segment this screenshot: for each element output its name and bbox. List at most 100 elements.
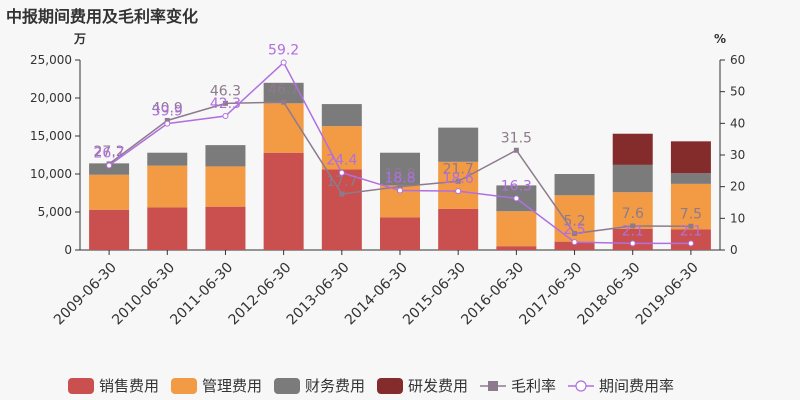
bar-segment: [670, 229, 711, 250]
bar-segment: [321, 104, 362, 127]
series-marker: [572, 231, 578, 237]
series-marker: [513, 195, 520, 202]
series-marker: [571, 239, 578, 246]
y2-tick-label: 30: [730, 148, 745, 162]
bar-segment: [380, 217, 420, 250]
left-axis-unit: 万: [73, 32, 86, 46]
series-marker: [455, 188, 462, 195]
bar-segment: [205, 145, 246, 167]
data-label: 24.4: [326, 153, 357, 169]
y2-tick-label: 40: [730, 116, 745, 130]
data-label: 18.8: [384, 167, 415, 183]
legend-swatch: [274, 378, 300, 394]
chart-title: 中报期间费用及毛利率变化: [6, 7, 199, 26]
data-label: 31.5: [501, 130, 532, 146]
bar-segment: [670, 141, 711, 174]
data-label: 27.2: [94, 144, 125, 160]
y2-tick-label: 50: [730, 85, 745, 99]
bar-segment: [380, 152, 420, 186]
bar-segment: [263, 103, 304, 153]
legend-swatch: [377, 378, 403, 394]
series-marker: [338, 169, 345, 176]
data-label: 21.7: [443, 161, 474, 177]
bar-segment: [496, 246, 537, 250]
bar-segment: [612, 164, 653, 193]
bar-segment: [147, 152, 188, 166]
data-label: 46.7: [268, 82, 299, 98]
x-tick-label: 2019-06-30: [633, 260, 702, 329]
bar-segment: [147, 165, 188, 208]
data-label: 42.3: [210, 96, 241, 112]
series-marker: [513, 147, 519, 153]
y-tick-label: 25,000: [30, 53, 72, 67]
bar-segment: [205, 206, 246, 250]
bar-segment: [438, 127, 479, 162]
y-tick-label: 0: [64, 243, 72, 257]
series-marker: [339, 191, 345, 197]
data-label: 2.1: [622, 223, 644, 239]
y-tick-label: 20,000: [30, 91, 72, 105]
data-label: 39.9: [152, 104, 183, 120]
legend-swatch: [171, 378, 197, 394]
legend-label: 管理费用: [202, 377, 262, 395]
data-label: 7.6: [622, 206, 644, 222]
bar-segment: [554, 241, 595, 250]
bar-segment: [89, 163, 130, 175]
bar-segment: [670, 173, 711, 184]
data-label: 7.5: [680, 206, 702, 222]
legend-label: 研发费用: [408, 377, 468, 395]
y-tick-label: 15,000: [30, 129, 72, 143]
legend-label: 财务费用: [305, 377, 365, 395]
right-axis-unit: %: [714, 32, 726, 46]
data-label: 46.3: [210, 83, 241, 99]
data-label: 18.6: [443, 171, 474, 187]
y2-tick-label: 60: [730, 53, 745, 67]
y-tick-label: 5,000: [38, 205, 72, 219]
series-marker: [222, 100, 228, 106]
series-marker: [629, 240, 636, 247]
legend-marker: [488, 381, 498, 391]
series-marker: [397, 187, 403, 194]
legend-swatch: [68, 378, 94, 394]
series-marker: [280, 59, 287, 66]
bar-segment: [147, 207, 188, 250]
legend-label: 毛利率: [511, 377, 556, 395]
bar-segment: [496, 211, 537, 247]
series-marker: [222, 113, 229, 120]
bar-segment: [321, 169, 362, 250]
legend-label: 销售费用: [99, 377, 159, 395]
y2-tick-label: 20: [730, 180, 745, 194]
bar-segment: [263, 152, 304, 250]
data-label: 26.7: [94, 145, 125, 161]
bar-segment: [612, 192, 653, 229]
data-label: 40.9: [152, 100, 183, 116]
data-label: 16.3: [501, 178, 532, 194]
series-marker: [164, 117, 170, 123]
bar-segment: [263, 82, 304, 104]
bar-segment: [89, 209, 130, 250]
y-tick-label: 10,000: [30, 167, 72, 181]
bar-segment: [612, 228, 653, 250]
legend-label: 期间费用率: [599, 377, 674, 395]
data-label: 18.8: [384, 170, 415, 186]
y2-tick-label: 0: [730, 243, 738, 257]
bar-segment: [670, 183, 711, 230]
bar-segment: [89, 174, 130, 210]
bar-segment: [438, 161, 479, 209]
series-marker: [687, 240, 694, 247]
bar-segment: [205, 166, 246, 207]
data-label: 59.2: [268, 43, 299, 59]
series-marker: [455, 178, 461, 184]
bar-segment: [438, 208, 479, 250]
series-marker: [164, 120, 171, 127]
data-label: 2.5: [563, 222, 585, 238]
bar-segment: [612, 133, 653, 165]
series-marker: [106, 162, 113, 169]
data-label: 17.7: [326, 174, 357, 190]
series-marker: [281, 99, 287, 105]
y2-tick-label: 10: [730, 211, 745, 225]
data-label: 2.1: [680, 223, 702, 239]
series-marker: [397, 184, 403, 190]
